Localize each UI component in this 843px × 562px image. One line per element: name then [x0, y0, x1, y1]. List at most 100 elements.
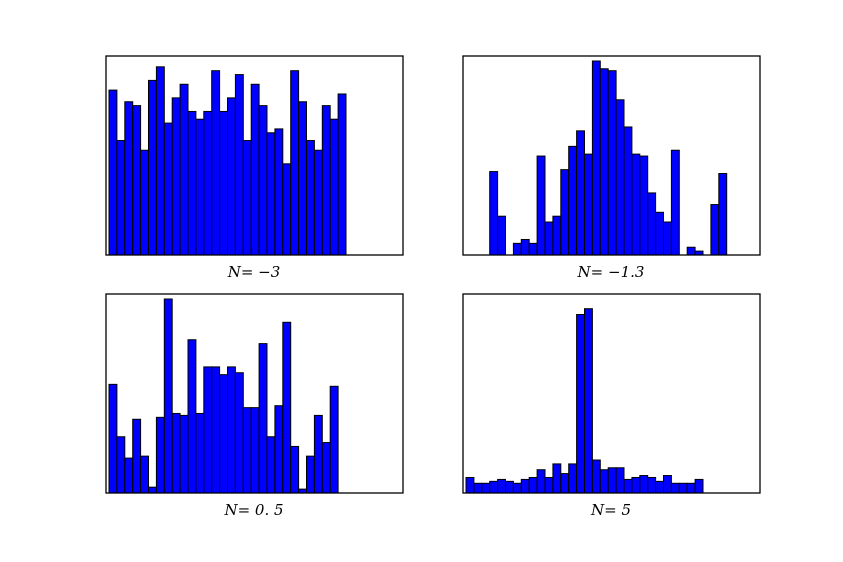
histogram-bar — [489, 480, 499, 494]
histogram-bar — [171, 412, 181, 494]
histogram-bar — [234, 372, 244, 494]
histogram-bar — [639, 475, 649, 494]
histogram-bar — [647, 192, 657, 256]
histogram-bar — [337, 93, 347, 256]
caption-n-0-5: N= 0. 5 — [223, 501, 283, 519]
histogram-bar — [473, 482, 483, 494]
histogram-bar — [290, 70, 300, 256]
histogram-bar — [599, 68, 609, 256]
histogram-bar — [282, 163, 292, 256]
histogram-bar — [242, 140, 252, 256]
histogram-bar — [544, 476, 554, 494]
histogram-bar — [108, 383, 118, 494]
histogram-bar — [560, 473, 570, 494]
histogram-bar — [211, 70, 221, 256]
histogram-bar — [203, 366, 213, 494]
axes-frame — [462, 293, 761, 494]
histogram-bar — [615, 99, 625, 256]
histogram-bar — [250, 83, 260, 256]
histogram-bar — [694, 478, 704, 494]
histogram-bar — [211, 366, 221, 494]
axes-frame — [462, 55, 761, 256]
panel-n-minus-3 — [105, 55, 404, 256]
histogram-bar — [520, 478, 530, 494]
histogram-bar — [329, 385, 339, 494]
histogram-bar — [718, 173, 728, 256]
histogram-bar — [116, 436, 126, 494]
histogram-bar — [710, 204, 720, 256]
histogram-bar — [274, 405, 284, 494]
histogram-bar — [258, 343, 268, 494]
histogram-bar — [497, 478, 507, 494]
histogram-bar — [258, 105, 268, 256]
histogram-bar — [187, 110, 197, 256]
histogram-bar — [497, 215, 507, 256]
histogram-bar — [615, 467, 625, 494]
histogram-bar — [591, 60, 601, 256]
histogram-bar — [321, 442, 331, 494]
histogram-bar — [195, 412, 205, 494]
histogram-bar — [179, 414, 189, 494]
histogram-bar — [203, 110, 213, 256]
histogram-bar — [132, 418, 142, 494]
histogram-bar — [321, 105, 331, 256]
histogram-bar — [568, 463, 578, 494]
histogram-bar — [163, 122, 173, 256]
histogram-bar — [298, 101, 308, 256]
histogram-bar — [306, 140, 315, 256]
histogram-bar — [631, 476, 641, 494]
histogram-bar — [124, 457, 134, 494]
histogram-bar — [219, 374, 229, 494]
histogram-bar — [560, 169, 570, 256]
histogram-bar — [584, 153, 593, 256]
histogram-bar — [607, 70, 617, 256]
histogram-bar — [148, 79, 157, 256]
histogram-bar — [568, 145, 578, 256]
histogram-bar — [623, 478, 633, 494]
histogram-bar — [313, 149, 323, 256]
histogram-bar — [481, 482, 491, 494]
histogram-bar — [242, 407, 252, 494]
histogram-bar — [686, 482, 696, 494]
histogram-bar — [179, 83, 189, 256]
histogram-bar — [663, 475, 672, 494]
histogram-bar — [591, 459, 601, 494]
histogram-bar — [552, 215, 562, 256]
histogram-bar — [227, 97, 236, 256]
caption-n-minus-1-3: N= −1.3 — [577, 263, 645, 281]
histogram-bar — [108, 89, 118, 256]
histogram-bar — [655, 211, 664, 256]
histogram-bar — [227, 366, 236, 494]
histogram-bar — [552, 463, 562, 494]
histogram-bar — [528, 242, 538, 256]
histogram-bar — [171, 97, 181, 256]
histogram-bar — [140, 455, 150, 494]
panel-n-5 — [462, 293, 761, 494]
histogram-bar — [124, 101, 134, 256]
histogram-bar — [544, 221, 554, 256]
histogram-bar — [306, 455, 315, 494]
histogram-bar — [512, 482, 522, 494]
histogram-bar — [282, 321, 292, 494]
histogram-bar — [647, 476, 657, 494]
histogram-bar — [505, 480, 514, 494]
histogram-bar — [290, 445, 300, 494]
histogram-bar — [274, 128, 284, 256]
histogram-bar — [465, 476, 475, 494]
histogram-bar — [132, 105, 142, 256]
histogram-bar — [195, 118, 205, 256]
histogram-bar — [266, 436, 276, 494]
histogram-bar — [155, 416, 165, 494]
histogram-bar — [313, 414, 323, 494]
axes-frame — [105, 55, 404, 256]
histogram-bar — [686, 246, 696, 256]
histogram-bar — [536, 469, 546, 494]
histogram-bar — [528, 476, 538, 494]
histogram-bar — [219, 110, 229, 256]
histogram-bar — [670, 482, 680, 494]
histogram-bar — [584, 308, 593, 494]
histogram-bar — [663, 221, 672, 256]
histogram-bar — [639, 155, 649, 256]
histogram-bar — [623, 126, 633, 256]
